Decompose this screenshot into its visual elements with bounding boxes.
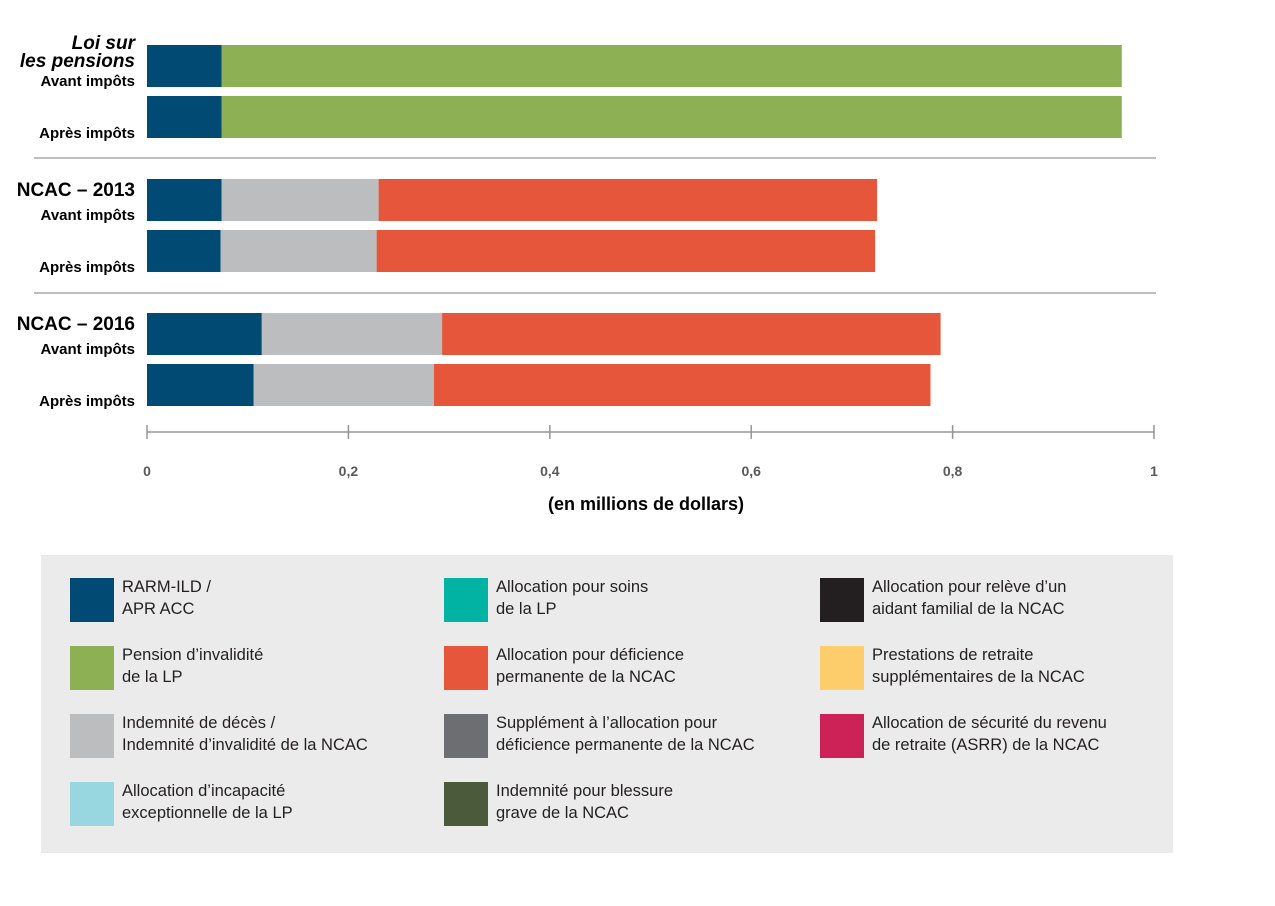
legend-label-line: Indemnité de décès / — [122, 714, 276, 732]
legend-label: Supplément à l’allocation pour déficience… — [496, 712, 755, 756]
legend-label: Indemnité pour blessure grave de la NCAC — [496, 780, 673, 824]
legend-label: Allocation pour soins de la LP — [496, 576, 648, 620]
bar-segment — [221, 96, 1122, 138]
row-label: Avant impôts — [41, 73, 135, 90]
x-axis-title: (en millions de dollars) — [548, 494, 744, 514]
legend-item: Allocation d’incapacité exceptionnelle de… — [70, 782, 293, 826]
x-tick-label: 0,8 — [943, 463, 963, 479]
bar-segment — [376, 230, 876, 272]
row-label: Avant impôts — [41, 341, 135, 358]
row-label: Après impôts — [39, 125, 135, 142]
legend-label-line: supplémentaires de la NCAC — [872, 668, 1085, 686]
legend-label-line: Allocation pour soins — [496, 578, 649, 596]
legend-label: Allocation de sécurité du revenu de retra… — [872, 712, 1107, 756]
legend-swatch — [444, 782, 488, 826]
legend-swatch — [820, 714, 864, 758]
bar-segment — [221, 179, 379, 221]
legend-item: Indemnité de décès / Indemnité d’invalidi… — [70, 714, 368, 758]
legend-label-line: de la LP — [122, 668, 183, 686]
legend-swatch — [444, 714, 488, 758]
bar-segment — [221, 45, 1122, 87]
bar-segment — [147, 230, 221, 272]
legend-swatch — [70, 714, 114, 758]
bar-segment — [434, 364, 931, 406]
legend-swatch — [444, 578, 488, 622]
legend-label: Allocation pour déficience permanente de … — [496, 644, 684, 688]
legend-label-line: permanente de la NCAC — [496, 668, 676, 686]
x-tick-label: 0,2 — [339, 463, 359, 479]
legend-label-line: grave de la NCAC — [496, 804, 629, 822]
legend-label-line: aidant familial de la NCAC — [872, 600, 1065, 618]
legend-label-line: de retraite (ASRR) de la NCAC — [872, 736, 1100, 754]
legend-label: Pension d’invalidité de la LP — [122, 644, 263, 688]
chart-legend: RARM-ILD / APR ACC Pension d’invalidité de … — [41, 555, 1173, 853]
group-title: les pensions — [20, 51, 135, 72]
legend-item: Allocation pour déficience permanente de … — [444, 646, 684, 690]
legend-label: Indemnité de décès / Indemnité d’invalidi… — [122, 712, 368, 756]
bar-segment — [147, 179, 222, 221]
legend-label-line: exceptionnelle de la LP — [122, 804, 293, 822]
bar-segment — [220, 230, 377, 272]
legend-label: Allocation pour relève d’un aidant famili… — [872, 576, 1066, 620]
x-tick-label: 0 — [143, 463, 151, 479]
legend-label-line: Supplément à l’allocation pour — [496, 714, 718, 732]
legend-swatch — [444, 646, 488, 690]
group-title: NCAC – 2016 — [17, 314, 135, 335]
bar-segment — [378, 179, 878, 221]
legend-label-line: Prestations de retraite — [872, 646, 1034, 664]
legend-item: Supplément à l’allocation pour déficience… — [444, 714, 755, 758]
row-label: Après impôts — [39, 393, 135, 410]
legend-label: Allocation d’incapacité exceptionnelle de… — [122, 780, 293, 824]
legend-label-line: APR ACC — [122, 600, 195, 618]
legend-item: Pension d’invalidité de la LP — [70, 646, 263, 690]
x-tick-label: 1 — [1150, 463, 1158, 479]
legend-swatch — [820, 578, 864, 622]
legend-label-line: déficience permanente de la NCAC — [496, 736, 755, 754]
legend-label-line: Allocation de sécurité du revenu — [872, 714, 1107, 732]
group-title: Loi sur — [72, 33, 137, 54]
bar-segment — [147, 96, 222, 138]
legend-item: Prestations de retraite supplémentaires d… — [820, 646, 1085, 690]
x-tick-label: 0,6 — [741, 463, 761, 479]
row-label: Après impôts — [39, 259, 135, 276]
legend-label-line: Indemnité pour blessure — [496, 782, 674, 800]
legend-label-line: RARM-ILD / — [122, 578, 211, 596]
legend-label-line: Allocation d’incapacité — [122, 782, 286, 800]
legend-label: RARM-ILD / APR ACC — [122, 576, 211, 620]
legend-label-line: de la LP — [496, 600, 557, 618]
bar-segment — [147, 313, 262, 355]
group-title: NCAC – 2013 — [17, 180, 135, 201]
legend-item: RARM-ILD / APR ACC — [70, 578, 211, 622]
legend-label-line: Pension d’invalidité — [122, 646, 264, 664]
bar-segment — [261, 313, 443, 355]
legend-label-line: Allocation pour déficience — [496, 646, 685, 664]
row-label: Avant impôts — [41, 207, 135, 224]
bar-segment — [147, 364, 254, 406]
bar-segment — [147, 45, 222, 87]
legend-item: Allocation de sécurité du revenu de retra… — [820, 714, 1107, 758]
x-tick-label: 0,4 — [540, 463, 560, 479]
bar-segment — [253, 364, 434, 406]
bar-segment — [442, 313, 941, 355]
legend-label-line: Indemnité d’invalidité de la NCAC — [122, 736, 368, 754]
legend-item: Indemnité pour blessure grave de la NCAC — [444, 782, 673, 826]
legend-swatch — [70, 578, 114, 622]
legend-swatch — [820, 646, 864, 690]
legend-swatch — [70, 646, 114, 690]
legend-swatch — [70, 782, 114, 826]
legend-label: Prestations de retraite supplémentaires d… — [872, 644, 1085, 688]
legend-label-line: Allocation pour relève d’un — [872, 578, 1067, 596]
legend-item: Allocation pour soins de la LP — [444, 578, 648, 622]
legend-item: Allocation pour relève d’un aidant famili… — [820, 578, 1066, 622]
